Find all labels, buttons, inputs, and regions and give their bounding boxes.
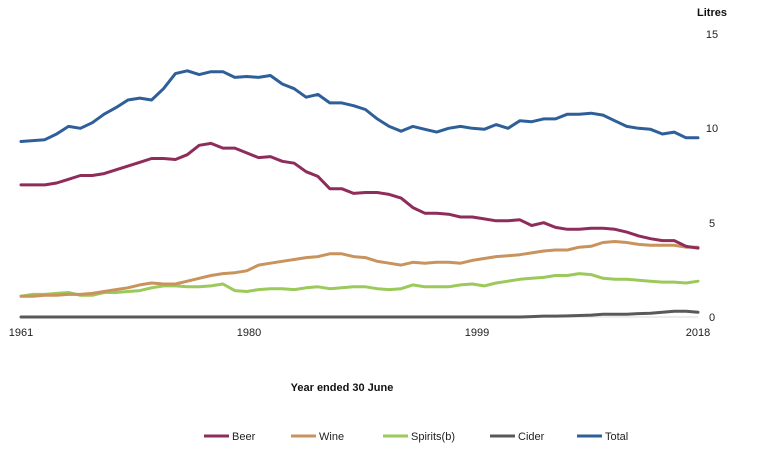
y-tick-label: 10 [706,123,718,135]
legend-item-cider: Cider [490,431,545,443]
y-tick-label: 5 [709,218,715,230]
y-tick-label: 15 [706,29,718,41]
x-tick-label: 1980 [237,327,261,339]
legend-label: Beer [232,431,256,443]
series-line-beer [19,141,700,250]
legend: Beer Wine Spirits(b) Cider Total [204,431,628,443]
legend-item-total: Total [577,431,628,443]
y-tick-labels: 15 10 5 0 [706,29,718,324]
legend-label: Wine [319,431,344,443]
series-lines [19,69,700,319]
x-tick-label: 1961 [9,327,33,339]
legend-label: Cider [518,431,545,443]
legend-item-spirits: Spirits(b) [383,431,455,443]
x-tick-label: 2018 [686,327,710,339]
legend-item-wine: Wine [291,431,344,443]
x-axis-title: Year ended 30 June [291,382,394,394]
legend-label: Total [605,431,628,443]
series-line-spirits-b [19,272,700,298]
series-line-cider [19,309,700,319]
series-line-wine [19,240,700,298]
x-tick-label: 1999 [465,327,489,339]
legend-label: Spirits(b) [411,431,455,443]
x-tick-labels: 1961 1980 1999 2018 [9,327,710,339]
y-axis-title: Litres [697,7,727,19]
series-line-total [19,69,700,143]
legend-item-beer: Beer [204,431,256,443]
y-tick-label: 0 [709,312,715,324]
